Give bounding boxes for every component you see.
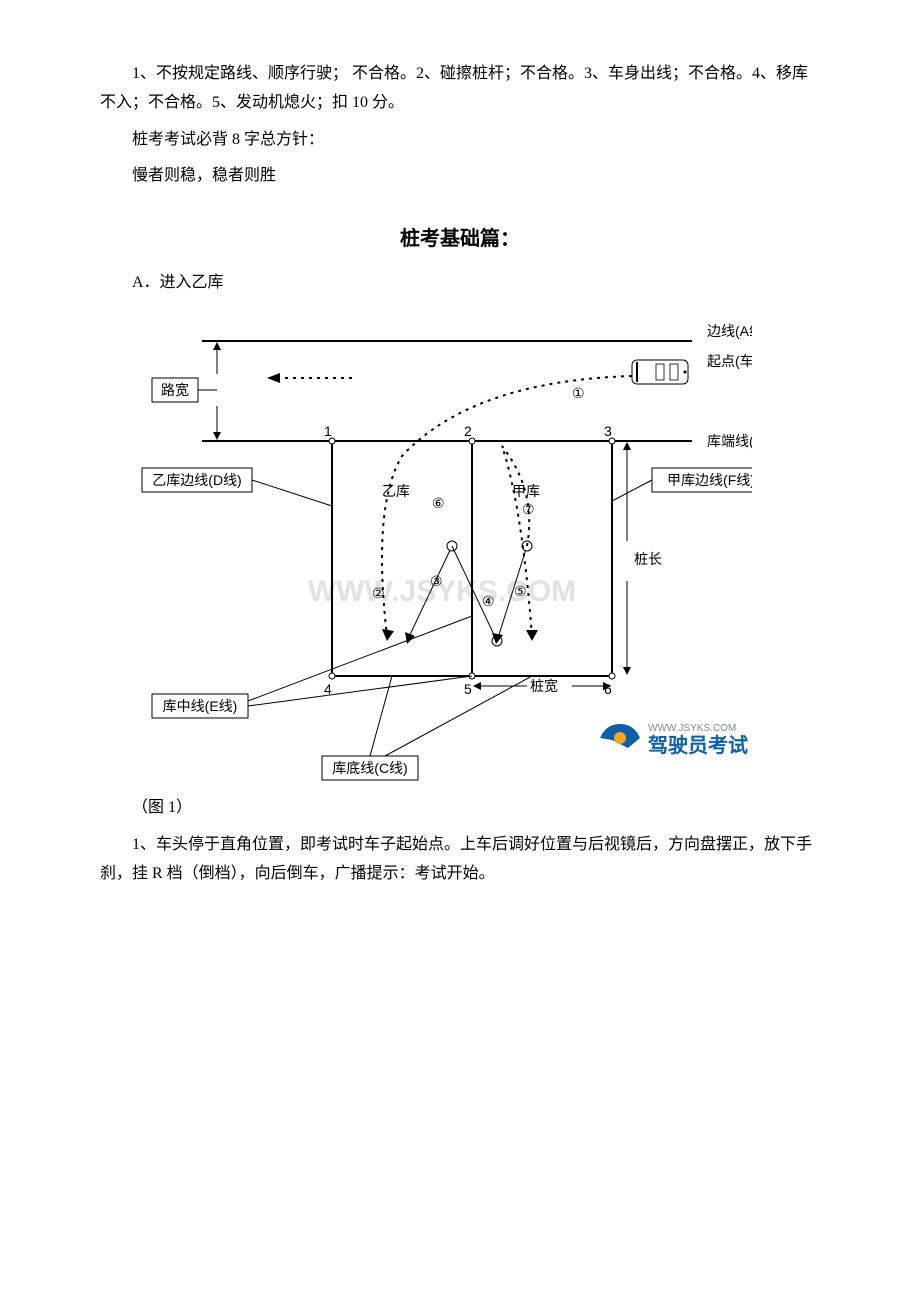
svg-text:库中线(E线): 库中线(E线)	[163, 698, 238, 714]
pole-width-marker: 桩宽	[473, 678, 611, 694]
svg-text:④: ④	[482, 593, 495, 609]
diagram-figure-1: WWW.JSYKS.COM 边线(A线) 起点(车头) 路宽 库端线(B线)	[132, 306, 820, 786]
svg-text:⑥: ⑥	[432, 495, 445, 511]
car-icon	[632, 360, 688, 384]
svg-text:甲库边线(F线): 甲库边线(F线)	[667, 472, 752, 488]
motto-intro: 桩考考试必背 8 字总方针：	[100, 126, 820, 155]
svg-text:桩宽: 桩宽	[530, 678, 558, 694]
label-edge-a: 边线(A线)	[707, 323, 752, 339]
road-width-marker: 路宽	[152, 342, 221, 440]
svg-text:WWW.JSYKS.COM: WWW.JSYKS.COM	[648, 723, 736, 734]
brand-logo: WWW.JSYKS.COM 驾驶员考试	[600, 723, 748, 757]
label-start-point: 起点(车头)	[707, 353, 752, 369]
step-1-paragraph: 1、车头停于直角位置，即考试时车子起始点。上车后调好位置与后视镜后，方向盘摆正，…	[100, 831, 820, 889]
svg-text:桩长: 桩长	[634, 551, 662, 567]
svg-text:路宽: 路宽	[161, 382, 189, 398]
svg-text:1: 1	[324, 423, 332, 439]
label-d-line: 乙库边线(D线)	[142, 468, 332, 506]
svg-text:③: ③	[430, 573, 443, 589]
label-f-line: 甲库边线(F线)	[612, 468, 752, 501]
svg-text:⑤: ⑤	[514, 583, 527, 599]
svg-text:①: ①	[572, 385, 585, 401]
motto-text: 慢者则稳，稳者则胜	[100, 162, 820, 191]
label-end-b: 库端线(B线)	[707, 433, 752, 449]
subsection-a: A．进入乙库	[100, 269, 820, 298]
svg-text:5: 5	[464, 681, 472, 697]
label-e-line: 库中线(E线)	[152, 616, 472, 718]
svg-text:3: 3	[604, 423, 612, 439]
section-title: 桩考基础篇：	[100, 221, 820, 257]
svg-text:乙库边线(D线): 乙库边线(D线)	[152, 472, 241, 488]
svg-text:2: 2	[464, 423, 472, 439]
svg-text:⑦: ⑦	[522, 501, 535, 517]
figure-caption: （图 1）	[100, 794, 820, 823]
svg-text:驾驶员考试: 驾驶员考试	[648, 733, 748, 757]
svg-text:②: ②	[372, 585, 385, 601]
svg-text:库底线(C线): 库底线(C线)	[332, 760, 407, 776]
label-yi-garage: 乙库	[382, 483, 410, 499]
rules-paragraph: 1、不按规定路线、顺序行驶； 不合格。2、碰擦桩杆；不合格。3、车身出线；不合格…	[100, 60, 820, 118]
